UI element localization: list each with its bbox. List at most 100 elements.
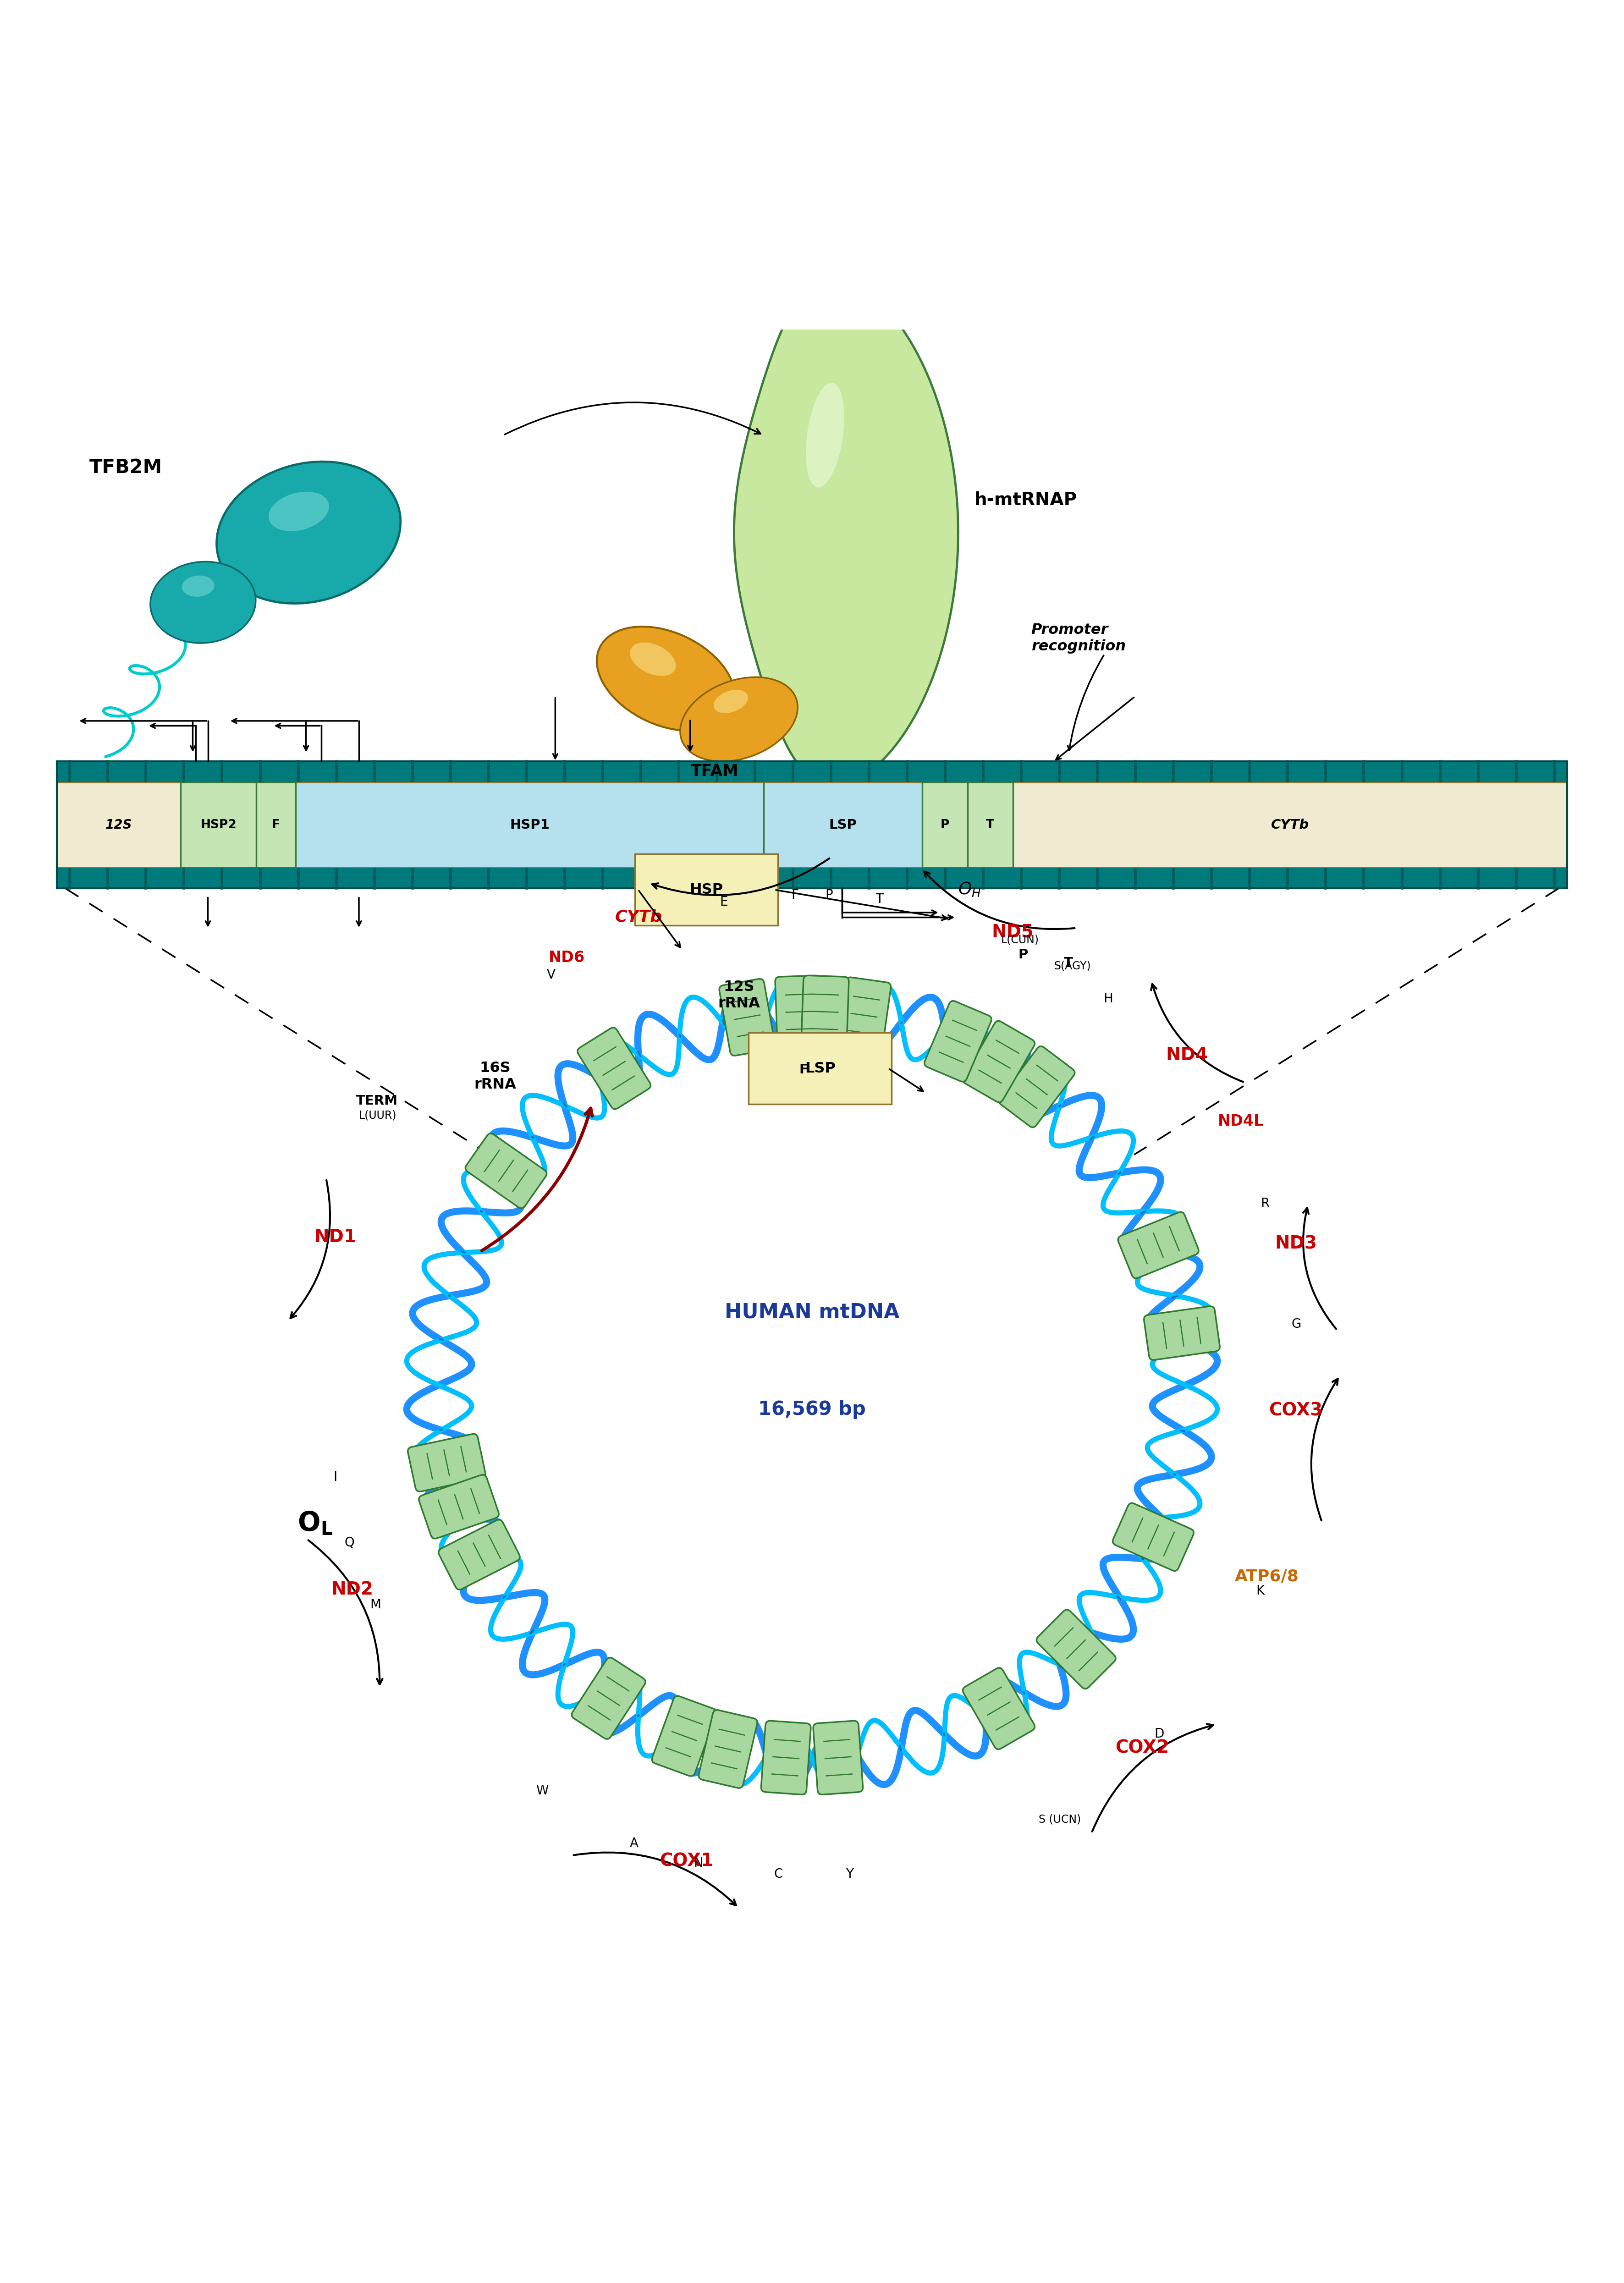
- Ellipse shape: [680, 678, 797, 763]
- Text: Q: Q: [344, 1536, 354, 1550]
- FancyBboxPatch shape: [635, 854, 778, 925]
- FancyBboxPatch shape: [466, 1132, 547, 1208]
- Text: F: F: [799, 1064, 809, 1075]
- Text: LSP: LSP: [828, 817, 857, 831]
- Text: 16S
rRNA: 16S rRNA: [474, 1062, 516, 1091]
- FancyBboxPatch shape: [801, 975, 849, 1048]
- FancyBboxPatch shape: [698, 1710, 757, 1788]
- Bar: [763, 783, 922, 868]
- Text: ND6: ND6: [549, 950, 585, 966]
- Text: HSP: HSP: [690, 884, 723, 897]
- Text: ND4L: ND4L: [1218, 1114, 1263, 1130]
- Text: ND1: ND1: [313, 1228, 356, 1247]
- Ellipse shape: [806, 384, 844, 489]
- Text: P: P: [940, 820, 950, 831]
- Text: COX1: COX1: [659, 1852, 713, 1870]
- Text: V: V: [547, 968, 555, 982]
- FancyBboxPatch shape: [1036, 1610, 1116, 1689]
- FancyBboxPatch shape: [924, 1000, 992, 1082]
- Text: P: P: [1018, 947, 1028, 961]
- Text: h-mtRNAP: h-mtRNAP: [974, 491, 1077, 509]
- Text: T: T: [1064, 957, 1073, 970]
- Text: ATP6/8: ATP6/8: [1234, 1568, 1299, 1584]
- Bar: [180, 783, 257, 868]
- Text: S(AGY): S(AGY): [1054, 961, 1091, 973]
- Text: TFB2M: TFB2M: [89, 459, 162, 477]
- Text: $O_H$: $O_H$: [958, 881, 981, 900]
- Text: HSP2: HSP2: [200, 820, 237, 831]
- Bar: [57, 868, 1567, 888]
- FancyBboxPatch shape: [651, 1696, 716, 1776]
- Text: Promoter
recognition: Promoter recognition: [1031, 623, 1125, 653]
- Ellipse shape: [182, 575, 214, 596]
- FancyBboxPatch shape: [963, 1021, 1034, 1103]
- FancyBboxPatch shape: [775, 975, 823, 1048]
- Text: ND2: ND2: [331, 1580, 374, 1598]
- Bar: [57, 763, 1567, 783]
- Bar: [257, 783, 296, 868]
- Text: D: D: [1155, 1728, 1164, 1740]
- Text: HSP1: HSP1: [510, 817, 549, 831]
- Text: W: W: [536, 1785, 549, 1797]
- FancyBboxPatch shape: [1143, 1306, 1220, 1361]
- FancyBboxPatch shape: [1117, 1212, 1199, 1278]
- Text: COX3: COX3: [1268, 1402, 1322, 1420]
- FancyBboxPatch shape: [578, 1027, 651, 1110]
- Text: COX2: COX2: [1116, 1740, 1169, 1756]
- Text: LSP: LSP: [806, 1062, 835, 1075]
- FancyBboxPatch shape: [408, 1434, 486, 1491]
- Ellipse shape: [151, 562, 255, 644]
- Text: G: G: [1291, 1317, 1301, 1331]
- Polygon shape: [734, 281, 958, 785]
- Ellipse shape: [630, 642, 676, 676]
- Text: N: N: [693, 1856, 703, 1870]
- Text: M: M: [370, 1598, 380, 1612]
- Ellipse shape: [596, 626, 736, 731]
- FancyBboxPatch shape: [749, 1032, 892, 1105]
- Text: E: E: [719, 895, 728, 909]
- Text: $\mathbf{O_L}$: $\mathbf{O_L}$: [297, 1509, 333, 1536]
- FancyBboxPatch shape: [719, 979, 775, 1055]
- Text: C: C: [773, 1867, 783, 1881]
- Text: TFAM: TFAM: [690, 763, 739, 779]
- Text: I: I: [333, 1470, 336, 1484]
- FancyBboxPatch shape: [419, 1475, 499, 1539]
- Bar: [922, 783, 968, 868]
- Bar: [968, 783, 1013, 868]
- Text: ND4: ND4: [1166, 1046, 1208, 1064]
- Text: T: T: [875, 893, 883, 906]
- Text: ND3: ND3: [1275, 1235, 1317, 1253]
- Text: K: K: [1255, 1584, 1263, 1598]
- Text: P: P: [825, 888, 833, 902]
- Text: 16,569 bp: 16,569 bp: [758, 1399, 866, 1420]
- Text: CYTb: CYTb: [1272, 817, 1309, 831]
- Text: A: A: [630, 1838, 638, 1849]
- Text: HUMAN mtDNA: HUMAN mtDNA: [724, 1301, 900, 1322]
- Text: H: H: [1103, 993, 1112, 1005]
- Text: Y: Y: [846, 1867, 854, 1881]
- Bar: [57, 783, 1567, 868]
- FancyBboxPatch shape: [438, 1520, 520, 1589]
- FancyBboxPatch shape: [814, 1721, 862, 1794]
- Text: CYTb: CYTb: [615, 909, 663, 925]
- Text: 12S: 12S: [106, 817, 132, 831]
- FancyBboxPatch shape: [836, 977, 892, 1052]
- Text: L(CUN): L(CUN): [1000, 934, 1039, 945]
- Bar: [57, 783, 180, 868]
- Text: F: F: [271, 820, 279, 831]
- Text: S (UCN): S (UCN): [1038, 1815, 1082, 1824]
- Ellipse shape: [216, 461, 401, 603]
- Text: L(UUR): L(UUR): [359, 1110, 396, 1121]
- Ellipse shape: [713, 689, 749, 712]
- Text: ND5: ND5: [992, 925, 1033, 941]
- Text: TERM: TERM: [356, 1094, 398, 1107]
- Bar: [296, 783, 763, 868]
- FancyBboxPatch shape: [999, 1046, 1075, 1128]
- FancyBboxPatch shape: [572, 1657, 645, 1740]
- Text: R: R: [1260, 1196, 1270, 1210]
- Text: 12S
rRNA: 12S rRNA: [718, 979, 760, 1011]
- Text: T: T: [986, 820, 994, 831]
- FancyBboxPatch shape: [963, 1669, 1034, 1749]
- Text: F: F: [791, 888, 799, 902]
- Bar: [1013, 783, 1567, 868]
